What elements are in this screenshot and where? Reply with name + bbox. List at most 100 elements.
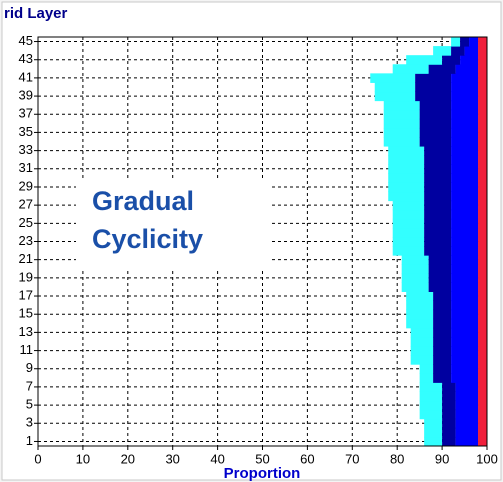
bar-segment xyxy=(478,255,487,265)
bar-segment xyxy=(478,391,487,402)
bar-segment xyxy=(442,427,456,438)
bar-segment xyxy=(455,409,479,420)
bar-segment xyxy=(478,118,487,129)
bar-segment xyxy=(388,164,425,174)
bar-segment xyxy=(451,100,479,111)
bar-segment xyxy=(442,391,456,402)
bar-segment xyxy=(478,373,487,383)
bar-segment xyxy=(419,400,443,411)
bar-segment xyxy=(419,136,452,147)
bar-segment xyxy=(478,146,487,156)
bar-segment xyxy=(451,355,479,365)
y-tick-label: 43 xyxy=(19,51,33,66)
y-tick-label: 27 xyxy=(19,197,33,212)
y-tick-label: 41 xyxy=(19,69,33,84)
bar-segment xyxy=(478,382,487,392)
bar-segment xyxy=(433,291,452,302)
bar-segment xyxy=(424,236,452,247)
bar-segment xyxy=(451,346,479,356)
bar-segment xyxy=(424,227,452,238)
x-tick-label: 100 xyxy=(476,451,498,466)
bar-segment xyxy=(415,82,452,93)
bar-segment xyxy=(478,318,487,329)
bar-segment xyxy=(451,173,479,183)
bar-segment xyxy=(415,91,452,102)
y-tick-label: 35 xyxy=(19,124,33,139)
bar-segment xyxy=(433,355,452,365)
bar-segment xyxy=(478,355,487,365)
bar-segment xyxy=(469,37,479,47)
bar-segment xyxy=(478,327,487,338)
bar-segment xyxy=(424,146,452,156)
bar-segment xyxy=(478,273,487,283)
bar-segment xyxy=(451,218,479,229)
bar-segment xyxy=(451,300,479,311)
y-tick-label: 37 xyxy=(19,106,33,121)
bar-segment xyxy=(433,373,452,383)
y-tick-label: 15 xyxy=(19,306,33,321)
bar-segment xyxy=(478,336,487,347)
bar-segment xyxy=(442,409,456,420)
bar-segment xyxy=(433,364,452,374)
bar-segment xyxy=(478,37,487,47)
x-tick-label: 20 xyxy=(121,451,135,466)
bar-segment xyxy=(455,427,479,438)
bar-segment xyxy=(451,282,479,292)
x-tick-label: 70 xyxy=(345,451,359,466)
bar-segment xyxy=(455,382,479,392)
bar-segment xyxy=(410,336,434,347)
x-tick-label: 90 xyxy=(435,451,449,466)
bar-segment xyxy=(478,200,487,211)
y-tick-label: 5 xyxy=(26,397,33,412)
y-tick-label: 13 xyxy=(19,324,33,339)
bar-segment xyxy=(392,209,425,220)
bar-segment xyxy=(478,291,487,302)
bar-segment xyxy=(478,246,487,256)
bar-segment xyxy=(451,155,479,165)
bar-segment xyxy=(419,409,443,420)
bar-segment xyxy=(442,436,456,447)
bar-segment xyxy=(424,436,443,447)
bar-segment xyxy=(424,191,452,202)
bar-segment xyxy=(428,255,452,265)
bar-segment xyxy=(451,327,479,338)
bar-segment xyxy=(451,264,479,274)
bar-segment xyxy=(451,200,479,211)
bar-segment xyxy=(424,246,452,256)
bar-segment xyxy=(451,118,479,129)
bar-segment xyxy=(451,255,479,265)
x-tick-label: 80 xyxy=(390,451,404,466)
bar-segment xyxy=(433,318,452,329)
bar-segment xyxy=(419,118,452,129)
bar-segment xyxy=(406,300,434,311)
bar-segment xyxy=(478,109,487,120)
bar-segment xyxy=(451,91,479,102)
bar-segment xyxy=(451,209,479,220)
bar-segment xyxy=(451,73,479,83)
bar-segment xyxy=(424,200,452,211)
bar-segment xyxy=(406,309,434,320)
bar-segment xyxy=(406,291,434,302)
bar-segment xyxy=(451,291,479,302)
bar-segment xyxy=(442,382,456,392)
bar-segment xyxy=(401,273,429,283)
bar-segment xyxy=(433,327,452,338)
bar-segment xyxy=(478,346,487,356)
bar-segment xyxy=(410,346,434,356)
bar-segment xyxy=(419,364,434,374)
bar-segment xyxy=(428,64,456,74)
annotation: Gradual xyxy=(92,186,194,216)
bar-segment xyxy=(478,182,487,193)
y-tick-label: 11 xyxy=(20,342,34,357)
x-tick-label: 10 xyxy=(76,451,90,466)
y-tick-label: 17 xyxy=(19,287,33,302)
bar-segment xyxy=(478,164,487,174)
bar-segment xyxy=(424,155,452,165)
y-tick-label: 39 xyxy=(19,88,33,103)
y-tick-label: 45 xyxy=(19,33,33,48)
bar-segment xyxy=(478,309,487,320)
bar-segment xyxy=(442,418,456,429)
bar-segment xyxy=(374,91,416,102)
bar-segment xyxy=(424,427,443,438)
y-tick-label: 19 xyxy=(19,269,33,284)
